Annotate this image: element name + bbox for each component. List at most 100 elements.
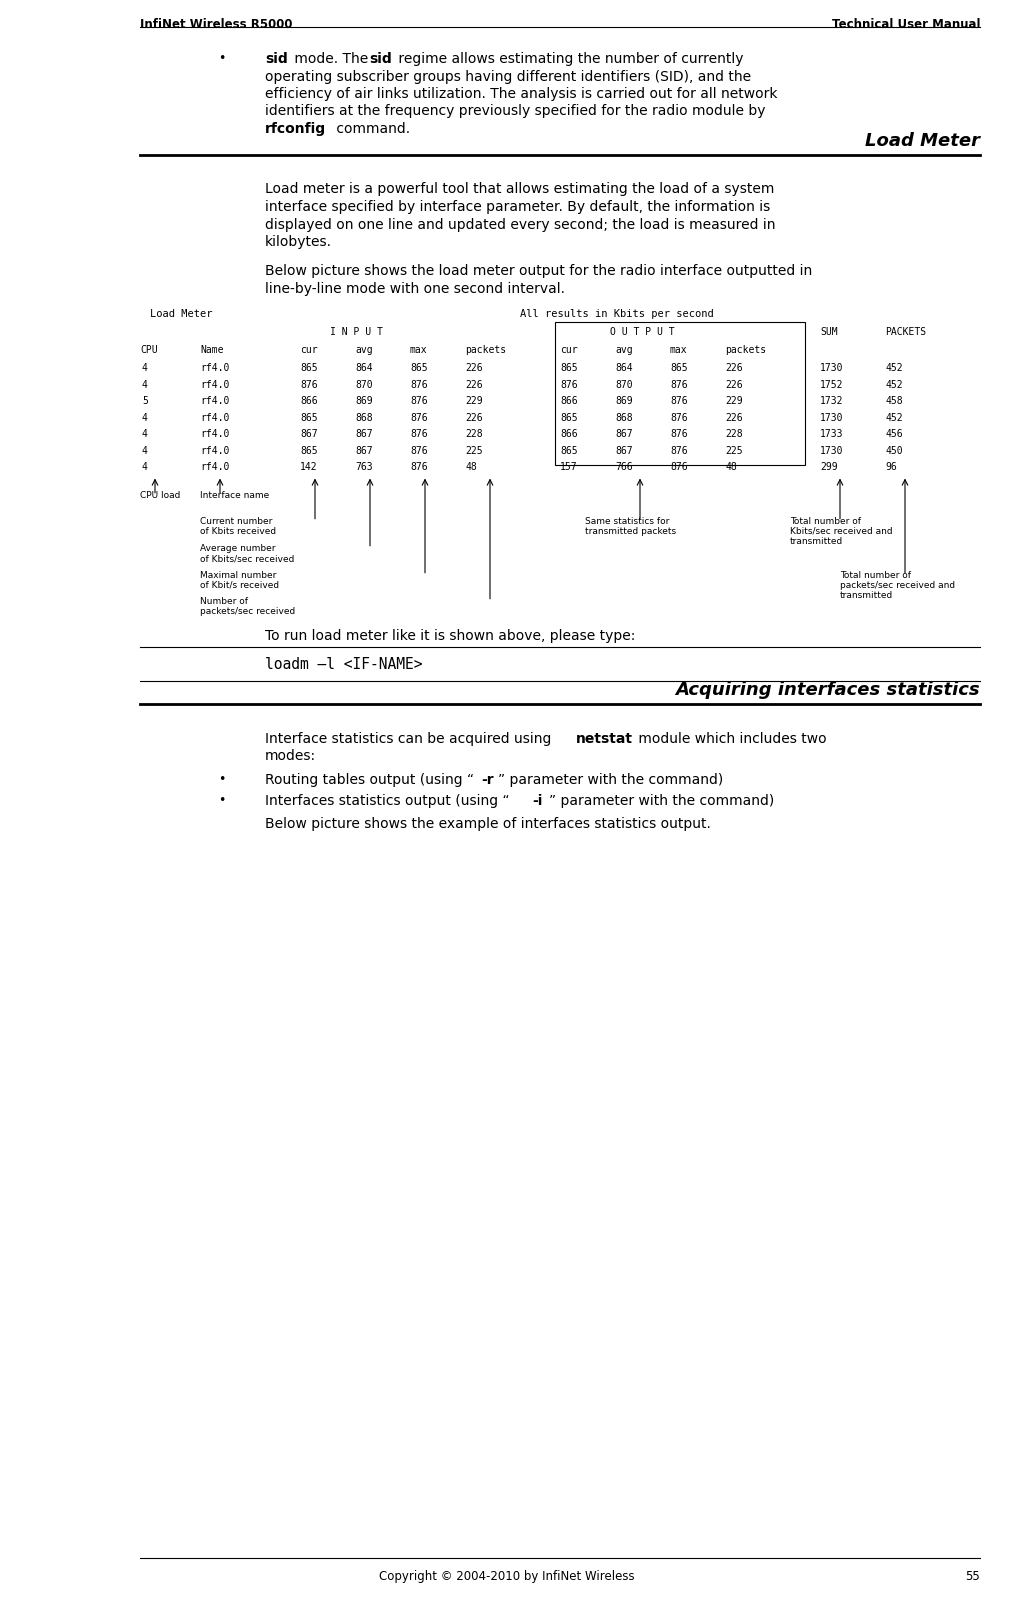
Text: 876: 876 <box>670 461 688 473</box>
Text: regime allows estimating the number of currently: regime allows estimating the number of c… <box>394 51 744 66</box>
Text: Current number
of Kbits received: Current number of Kbits received <box>200 516 277 537</box>
Text: 225: 225 <box>725 445 743 455</box>
Text: 869: 869 <box>615 396 633 405</box>
Text: sid: sid <box>370 51 392 66</box>
Text: CPU load: CPU load <box>140 490 180 500</box>
Text: modes:: modes: <box>265 750 316 763</box>
Text: Total number of
Kbits/sec received and
transmitted: Total number of Kbits/sec received and t… <box>790 516 892 546</box>
Text: Maximal number
of Kbit/s received: Maximal number of Kbit/s received <box>200 570 280 590</box>
Text: 450: 450 <box>885 445 903 455</box>
Text: 1752: 1752 <box>820 380 844 389</box>
Text: 865: 865 <box>560 413 577 423</box>
Text: 226: 226 <box>725 364 743 373</box>
Text: InfiNet Wireless R5000: InfiNet Wireless R5000 <box>140 18 293 30</box>
Text: 876: 876 <box>670 413 688 423</box>
Text: kilobytes.: kilobytes. <box>265 235 332 248</box>
Text: 876: 876 <box>670 380 688 389</box>
Text: 876: 876 <box>670 445 688 455</box>
Text: max: max <box>670 344 688 356</box>
Text: To run load meter like it is shown above, please type:: To run load meter like it is shown above… <box>265 628 635 642</box>
Text: 1730: 1730 <box>820 413 844 423</box>
Text: 867: 867 <box>300 429 318 439</box>
Text: max: max <box>410 344 427 356</box>
Text: 866: 866 <box>560 396 577 405</box>
Text: 865: 865 <box>560 445 577 455</box>
Text: 96: 96 <box>885 461 897 473</box>
Text: 876: 876 <box>560 380 577 389</box>
Text: rf4.0: rf4.0 <box>200 396 229 405</box>
Text: 226: 226 <box>465 413 482 423</box>
Text: Acquiring interfaces statistics: Acquiring interfaces statistics <box>676 681 980 698</box>
Bar <box>555 322 805 465</box>
Text: 866: 866 <box>560 429 577 439</box>
Text: avg: avg <box>355 344 373 356</box>
Text: 452: 452 <box>885 380 903 389</box>
Text: Same statistics for
transmitted packets: Same statistics for transmitted packets <box>585 516 676 537</box>
Text: 763: 763 <box>355 461 373 473</box>
Text: rf4.0: rf4.0 <box>200 429 229 439</box>
Text: Below picture shows the load meter output for the radio interface outputted in: Below picture shows the load meter outpu… <box>265 264 812 279</box>
Text: 876: 876 <box>670 429 688 439</box>
Text: Load Meter: Load Meter <box>865 131 980 149</box>
Text: Interfaces statistics output (using “: Interfaces statistics output (using “ <box>265 793 510 807</box>
Text: SUM: SUM <box>820 327 838 336</box>
Text: 226: 226 <box>465 380 482 389</box>
Text: 228: 228 <box>465 429 482 439</box>
Text: 226: 226 <box>725 380 743 389</box>
Text: Interface name: Interface name <box>200 490 269 500</box>
Text: Average number
of Kbits/sec received: Average number of Kbits/sec received <box>200 543 295 562</box>
Text: 870: 870 <box>355 380 373 389</box>
Text: Load meter is a powerful tool that allows estimating the load of a system: Load meter is a powerful tool that allow… <box>265 183 774 197</box>
Text: 4: 4 <box>142 445 148 455</box>
Text: 864: 864 <box>615 364 633 373</box>
Text: 867: 867 <box>615 429 633 439</box>
Text: packets: packets <box>465 344 506 356</box>
Text: 870: 870 <box>615 380 633 389</box>
Text: 229: 229 <box>465 396 482 405</box>
Text: •: • <box>218 772 225 785</box>
Text: 55: 55 <box>965 1570 980 1583</box>
Text: Routing tables output (using “: Routing tables output (using “ <box>265 772 474 787</box>
Text: rf4.0: rf4.0 <box>200 413 229 423</box>
Text: All results in Kbits per second: All results in Kbits per second <box>520 309 714 319</box>
Text: 452: 452 <box>885 413 903 423</box>
Text: displayed on one line and updated every second; the load is measured in: displayed on one line and updated every … <box>265 218 776 232</box>
Text: 1730: 1730 <box>820 364 844 373</box>
Text: 226: 226 <box>465 364 482 373</box>
Text: Number of
packets/sec received: Number of packets/sec received <box>200 596 295 617</box>
Text: Technical User Manual: Technical User Manual <box>832 18 980 30</box>
Text: command.: command. <box>331 122 410 136</box>
Text: 299: 299 <box>820 461 838 473</box>
Text: 456: 456 <box>885 429 903 439</box>
Text: avg: avg <box>615 344 633 356</box>
Text: module which includes two: module which includes two <box>634 732 827 745</box>
Text: 876: 876 <box>410 413 427 423</box>
Text: •: • <box>218 793 225 807</box>
Text: ” parameter with the command): ” parameter with the command) <box>549 793 774 807</box>
Text: 876: 876 <box>300 380 318 389</box>
Text: 4: 4 <box>142 429 148 439</box>
Text: O U T P U T: O U T P U T <box>610 327 675 336</box>
Text: CPU: CPU <box>140 344 158 356</box>
Text: 876: 876 <box>410 445 427 455</box>
Text: 864: 864 <box>355 364 373 373</box>
Text: rf4.0: rf4.0 <box>200 380 229 389</box>
Text: 865: 865 <box>560 364 577 373</box>
Text: 157: 157 <box>560 461 577 473</box>
Text: 869: 869 <box>355 396 373 405</box>
Text: interface specified by interface parameter. By default, the information is: interface specified by interface paramet… <box>265 200 770 215</box>
Text: Name: Name <box>200 344 224 356</box>
Text: Load Meter: Load Meter <box>150 309 213 319</box>
Text: 876: 876 <box>410 380 427 389</box>
Text: 229: 229 <box>725 396 743 405</box>
Text: 1733: 1733 <box>820 429 844 439</box>
Text: 1730: 1730 <box>820 445 844 455</box>
Text: -r: -r <box>481 772 494 787</box>
Text: Copyright © 2004-2010 by InfiNet Wireless: Copyright © 2004-2010 by InfiNet Wireles… <box>379 1570 634 1583</box>
Text: rfconfig: rfconfig <box>265 122 326 136</box>
Text: 4: 4 <box>142 380 148 389</box>
Text: 876: 876 <box>410 461 427 473</box>
Text: 876: 876 <box>410 429 427 439</box>
Text: sid: sid <box>265 51 288 66</box>
Text: identifiers at the frequency previously specified for the radio module by: identifiers at the frequency previously … <box>265 104 766 119</box>
